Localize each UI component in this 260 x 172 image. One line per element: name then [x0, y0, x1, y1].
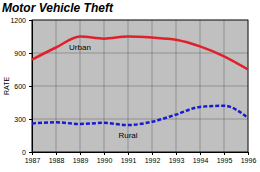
x-tick: 1995: [217, 152, 233, 164]
x-tick-label: 1993: [169, 157, 185, 164]
x-tick-label: 1987: [25, 157, 41, 164]
x-grid-line: [224, 20, 225, 152]
x-tick-mark: [104, 152, 105, 155]
y-tick-mark: [29, 20, 32, 21]
y-axis-title: RATE: [3, 77, 10, 95]
y-axis-line: [29, 21, 33, 153]
x-grid-line: [152, 20, 153, 152]
x-axis: 1987 1988 1989 1990 1991 1992 1993 1994 1995 1996: [25, 152, 257, 164]
y-tick-label: 300: [14, 116, 26, 123]
series-line: [32, 37, 248, 70]
x-tick-mark: [200, 152, 201, 155]
y-tick: 300: [14, 116, 32, 123]
grid: [32, 20, 248, 152]
y-grid-line: [32, 86, 248, 87]
y-tick: 0: [22, 149, 32, 156]
plot-frame: [32, 20, 248, 152]
x-tick-mark: [176, 152, 177, 155]
x-tick: 1994: [193, 152, 209, 164]
title: Motor Vehicle Theft: [2, 1, 114, 15]
series-line: [32, 106, 248, 125]
x-tick-label: 1995: [217, 157, 233, 164]
x-tick-mark: [32, 152, 33, 155]
x-grid-line: [80, 20, 81, 152]
x-tick: 1992: [145, 152, 161, 164]
x-tick: 1993: [169, 152, 185, 164]
x-tick: 1988: [49, 152, 65, 164]
x-tick-mark: [224, 152, 225, 155]
x-tick-label: 1989: [73, 157, 89, 164]
x-tick: 1990: [97, 152, 113, 164]
plot-background: [32, 20, 248, 152]
y-tick-mark: [29, 86, 32, 87]
x-grid-line: [200, 20, 201, 152]
y-tick-label: 0: [22, 149, 26, 156]
y-tick-label: 1200: [10, 17, 26, 24]
y-tick-mark: [29, 119, 32, 120]
y-tick-mark: [29, 53, 32, 54]
plot: 0300600900120019871988198919901991199219…: [10, 17, 256, 164]
x-tick-mark: [152, 152, 153, 155]
y-tick: 600: [14, 83, 32, 90]
x-tick-mark: [248, 152, 249, 155]
x-grid-line: [56, 20, 57, 152]
x-tick: 1991: [121, 152, 137, 164]
x-tick-mark: [80, 152, 81, 155]
chart: Motor Vehicle Theft RATE 0 300 600 900 1200 198…: [0, 0, 260, 172]
y-axis: 0 300 600 900 1200: [10, 17, 32, 156]
y-tick-label: 900: [14, 50, 26, 57]
x-tick-mark: [56, 152, 57, 155]
y-tick: 1200: [10, 17, 32, 24]
x-tick-label: 1990: [97, 157, 113, 164]
series-label: Rural: [118, 131, 137, 140]
y-grid-line: [32, 119, 248, 120]
x-tick-label: 1988: [49, 157, 65, 164]
x-tick-label: 1994: [193, 157, 209, 164]
series-label: Urban: [69, 43, 91, 52]
x-tick: 1996: [241, 152, 257, 164]
x-tick-label: 1996: [241, 157, 257, 164]
x-tick-mark: [128, 152, 129, 155]
x-tick: 1989: [73, 152, 89, 164]
x-tick: 1987: [25, 152, 41, 164]
x-tick-label: 1991: [121, 157, 137, 164]
y-tick-label: 600: [14, 83, 26, 90]
x-axis-line: [33, 153, 249, 156]
series-lines: [32, 37, 248, 126]
x-tick-label: 1992: [145, 157, 161, 164]
y-tick-mark: [29, 152, 32, 153]
y-tick: 900: [14, 50, 32, 57]
